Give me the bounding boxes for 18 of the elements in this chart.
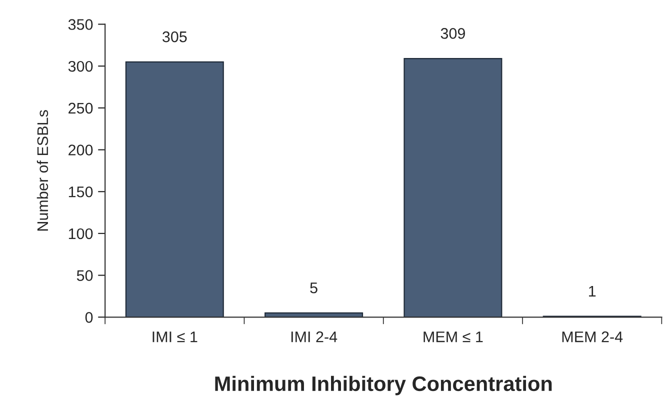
y-tick-label: 200 xyxy=(68,144,93,156)
data-label: 5 xyxy=(310,282,318,294)
x-tick-label: MEM ≤ 1 xyxy=(424,332,483,342)
y-tick-label: 300 xyxy=(68,60,93,72)
y-axis-title: Number of ESBLs xyxy=(36,110,48,231)
x-tick-label: MEM 2-4 xyxy=(562,331,623,342)
x-tick-label: IMI 2-4 xyxy=(291,331,338,342)
data-label: 309 xyxy=(440,28,465,39)
data-label: 1 xyxy=(589,286,596,296)
y-tick-label: 350 xyxy=(68,19,93,30)
data-label: 305 xyxy=(162,31,187,42)
y-tick-label: 100 xyxy=(68,228,93,240)
x-tick-label: IMI ≤ 1 xyxy=(152,332,198,342)
x-axis-title: Minimum Inhibitory Concentration xyxy=(215,376,552,396)
y-tick-label: 50 xyxy=(76,270,93,281)
y-tick-label: 150 xyxy=(68,186,93,198)
y-tick-label: 250 xyxy=(68,102,93,114)
y-tick-label: 0 xyxy=(85,312,93,323)
